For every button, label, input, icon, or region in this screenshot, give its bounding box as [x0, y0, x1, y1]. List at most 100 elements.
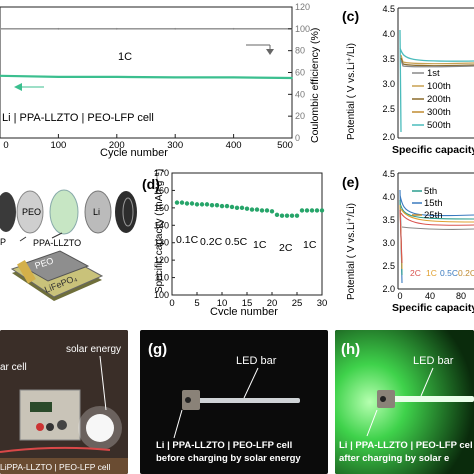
caption-line-2: before charging by solar energy	[156, 453, 301, 464]
x-tick-label: 5	[194, 298, 199, 309]
curve-100th	[400, 54, 474, 65]
x-tick-label: 200	[109, 140, 125, 151]
y-tick-label: 170	[154, 168, 169, 178]
panel-e-chart: (e) Potential ( V vs.Li⁺/Li) 4.5 4.0 3.5…	[342, 169, 474, 314]
y-tick-label: 0	[295, 133, 300, 143]
data-point	[279, 213, 285, 218]
y-tick-label: 120	[295, 2, 310, 12]
photo-f-scene: solar energy ar cell LiPPA-LLZTO | PEO-L…	[0, 330, 128, 474]
x-tick-label: 0	[169, 298, 174, 309]
caption-line-1: Li | PPA-LLZTO | PEO-LFP cel	[339, 440, 473, 451]
caption-line-2: after charging by solar e	[339, 453, 449, 464]
data-point	[115, 27, 118, 30]
y-tick-label: 110	[155, 273, 169, 283]
panel-d: (d) 0 5 10 15 20 25 30 100 110 120 130 140 150 160 17…	[140, 165, 335, 315]
left-axis-arrow-head	[14, 83, 22, 91]
x-tick-label: 10	[217, 298, 228, 309]
data-point	[269, 209, 275, 214]
panel-letter-g: (g)	[148, 341, 167, 358]
rate-curve-discharge	[401, 226, 474, 230]
led-bar-label: LED bar	[236, 355, 277, 367]
y-tick-label: 2.5	[382, 261, 395, 271]
rate-curve-2c	[399, 209, 474, 264]
peo-disc	[16, 190, 44, 234]
li-disc	[84, 190, 112, 234]
cell-cap-disc	[0, 192, 16, 232]
data-point	[57, 27, 60, 30]
legend-200th: 200th	[427, 94, 451, 105]
rate-label-1c: 1C	[253, 239, 267, 251]
y-tick-label: 20	[295, 111, 305, 121]
data-point	[299, 208, 305, 213]
data-point	[115, 75, 118, 78]
power-supply-terminal-red	[36, 423, 44, 431]
data-point	[174, 76, 177, 79]
data-point	[274, 212, 280, 218]
panel-letter-c: (c)	[342, 8, 359, 24]
x-tick-label: 40	[425, 291, 435, 301]
peo-layer	[18, 250, 90, 282]
x-tick-label: 25	[292, 298, 303, 309]
data-point	[219, 203, 225, 209]
x-axis-label: Cycle number	[100, 147, 168, 159]
data-point	[189, 201, 195, 206]
y-tick-label: 4.0	[382, 192, 395, 202]
cell-holder-screw	[380, 396, 386, 402]
series-line-2	[0, 74, 293, 80]
y-tick-label: 2.0	[382, 284, 395, 294]
panel-letter-e: (e)	[342, 174, 359, 190]
label-p: P	[0, 237, 6, 247]
y-tick-label: 3.5	[382, 54, 395, 64]
cell-illustration: PEO Li P PPA-LLZTO PEO LiFePO₄	[0, 165, 140, 315]
label-solar-cell: ar cell	[0, 362, 27, 373]
y-tick-label: 80	[295, 46, 305, 56]
data-point	[289, 213, 295, 218]
rate-label-0-5c: 0.5C	[225, 236, 248, 248]
led-bar-leader	[420, 367, 434, 397]
caption-line-1: Li | PPA-LLZTO | PEO-LFP cell	[156, 440, 292, 451]
x-tick-label: 20	[267, 298, 278, 309]
legend-100th: 100th	[427, 81, 451, 92]
data-point	[232, 27, 235, 30]
data-point	[194, 202, 200, 207]
label-peo: PEO	[22, 207, 41, 217]
data-point	[184, 201, 190, 206]
y-tick-label: 4.5	[382, 169, 395, 179]
data-point	[224, 203, 230, 209]
wire-red	[0, 446, 111, 453]
rate-label-0-2c: 0.2C	[200, 236, 223, 248]
y-tick-label: 160	[154, 185, 169, 195]
data-point	[209, 203, 215, 208]
x-axis-label: Specific capacity	[392, 144, 474, 156]
led-bar-label: LED bar	[413, 355, 454, 367]
panel-e: (e) Potential ( V vs.Li⁺/Li) 4.5 4.0 3.5…	[338, 165, 474, 315]
ppa-llzto-disc	[49, 189, 79, 235]
data-point	[249, 207, 255, 212]
data-point	[291, 77, 293, 79]
data-point	[244, 206, 250, 211]
photo-g-scene: (g) LED bar Li | PPA-LLZTO | PEO-LFP cel…	[148, 341, 301, 464]
data-point	[309, 208, 315, 213]
power-supply-knob	[57, 420, 67, 430]
y-tick-label: 140	[154, 220, 169, 230]
legend-1st: 1st	[427, 68, 440, 79]
y-tick-label: 4.0	[382, 29, 395, 39]
curve-1st	[400, 59, 474, 68]
legend-300th: 300th	[427, 107, 451, 118]
data-point	[254, 207, 260, 212]
label-ppa-llzto: PPA-LLZTO	[33, 238, 81, 248]
data-point	[259, 208, 265, 213]
led-bar-lit	[393, 396, 474, 402]
panel-c-chart: (c) Potential ( V vs.Li⁺/Li) 4.5 4.0 3.5…	[342, 4, 474, 156]
x-tick-label: 0	[397, 291, 402, 301]
led-bar	[196, 398, 300, 403]
y-tick-label: 150	[154, 203, 169, 213]
data-point	[0, 74, 1, 77]
y-tick-label: 3.0	[382, 79, 395, 89]
data-point	[199, 202, 205, 207]
data-point	[57, 75, 60, 78]
power-supply-box	[19, 389, 81, 441]
data-point	[0, 27, 1, 30]
y-axis-label: Potential ( V vs.Li⁺/Li)	[346, 43, 357, 140]
y-tick-label: 120	[154, 255, 169, 265]
